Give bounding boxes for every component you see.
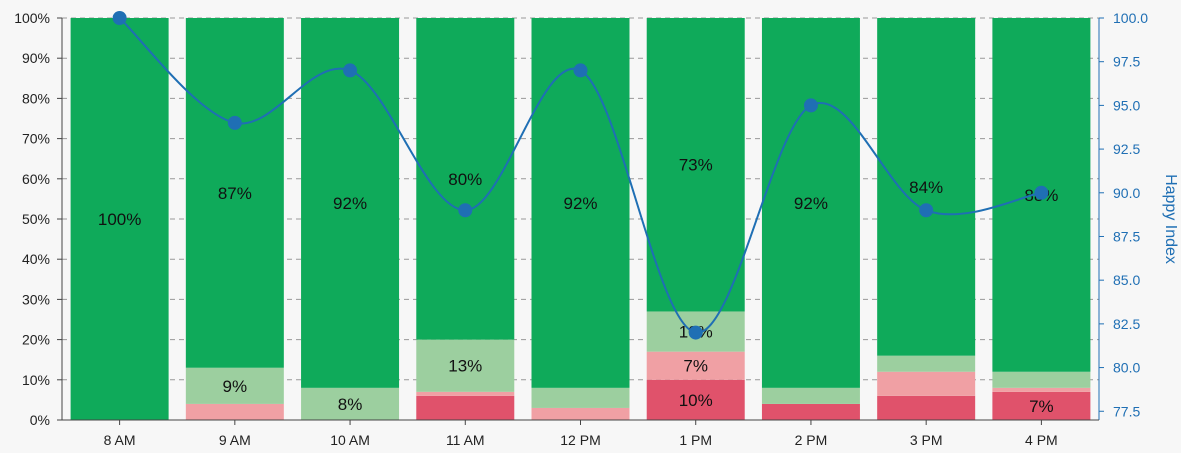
x-tick-label: 2 PM (795, 432, 828, 448)
left-tick-label: 60% (22, 171, 50, 187)
bar-segment (531, 18, 630, 388)
segment-label: 80% (448, 170, 482, 189)
right-tick-label: 77.5 (1113, 403, 1140, 419)
bar-segment (646, 18, 745, 312)
happy-index-point (573, 63, 588, 78)
bar-segment (646, 379, 745, 420)
segment-label: 7% (1029, 397, 1054, 416)
bar-segment (531, 407, 630, 420)
left-tick-label: 40% (22, 251, 50, 267)
bar-segment (992, 371, 1091, 388)
right-tick-label: 85.0 (1113, 272, 1140, 288)
x-tick-label: 1 PM (679, 432, 712, 448)
happy-index-point (343, 63, 358, 78)
happy-index-point (803, 98, 818, 113)
bar-segment (877, 18, 976, 356)
bar-segment (992, 391, 1091, 420)
left-tick-label: 70% (22, 131, 50, 147)
axes: 0% 10% 20% 30% 40% 50% 60% 70% 80% 90% 100% 77.5 80.… (14, 10, 1148, 448)
bar-segment (761, 18, 860, 388)
left-tick-label: 50% (22, 211, 50, 227)
segment-label: 73% (679, 156, 713, 175)
bar-segment (531, 387, 630, 408)
x-tick-label: 9 AM (219, 432, 251, 448)
bar-segment (877, 355, 976, 372)
x-tick-label: 3 PM (910, 432, 943, 448)
segment-label: 100% (98, 210, 141, 229)
happy-index-line (112, 11, 1049, 340)
bar-segment (877, 371, 976, 396)
left-tick-label: 10% (22, 372, 50, 388)
segment-label: 7% (683, 357, 708, 376)
segment-label: 87% (218, 184, 252, 203)
right-tick-label: 100.0 (1113, 10, 1148, 26)
right-tick-label: 92.5 (1113, 141, 1140, 157)
bar-segment (185, 403, 284, 420)
x-tick-label: 11 AM (446, 432, 485, 448)
right-tick-label: 87.5 (1113, 228, 1140, 244)
bar-segment (761, 387, 860, 404)
bar-segment (761, 403, 860, 420)
segment-label: 13% (448, 357, 482, 376)
x-tick-label: 4 PM (1025, 432, 1058, 448)
right-tick-label: 80.0 (1113, 360, 1140, 376)
happy-index-point (1034, 185, 1049, 200)
bar-segment (301, 18, 400, 388)
segment-label: 92% (563, 194, 597, 213)
happy-index-point (227, 115, 242, 130)
bars (70, 18, 1091, 420)
segment-label: 10% (679, 391, 713, 410)
bar-segment (416, 339, 515, 392)
left-tick-label: 100% (14, 10, 50, 26)
x-tick-label: 10 AM (330, 432, 370, 448)
segment-label: 9% (223, 377, 248, 396)
segment-label: 84% (909, 178, 943, 197)
right-axis-title: Happy Index (1162, 174, 1179, 264)
right-tick-label: 95.0 (1113, 97, 1140, 113)
left-tick-label: 20% (22, 332, 50, 348)
segment-label: 92% (794, 194, 828, 213)
happy-index-point (112, 11, 127, 25)
bar-segment (877, 395, 976, 420)
left-tick-label: 0% (30, 412, 50, 428)
bar-segment (646, 351, 745, 380)
happy-index-point (688, 325, 703, 340)
left-tick-label: 90% (22, 50, 50, 66)
left-tick-label: 80% (22, 90, 50, 106)
bar-segment (301, 387, 400, 420)
bar-segment (992, 387, 1091, 392)
bar-segment (185, 367, 284, 404)
right-tick-label: 97.5 (1113, 54, 1140, 70)
right-tick-label: 82.5 (1113, 316, 1140, 332)
bar-segment (416, 391, 515, 396)
left-tick-label: 30% (22, 291, 50, 307)
segment-label: 8% (338, 395, 363, 414)
segment-label: 92% (333, 194, 367, 213)
happy-index-point (919, 203, 934, 218)
happy-index-path (118, 17, 1042, 334)
bar-segment (70, 18, 169, 420)
happy-index-point (458, 203, 473, 218)
bar-segment (185, 18, 284, 368)
bar-segment (416, 395, 515, 420)
x-tick-label: 12 PM (560, 432, 600, 448)
right-tick-label: 90.0 (1113, 185, 1140, 201)
x-tick-label: 8 AM (104, 432, 136, 448)
